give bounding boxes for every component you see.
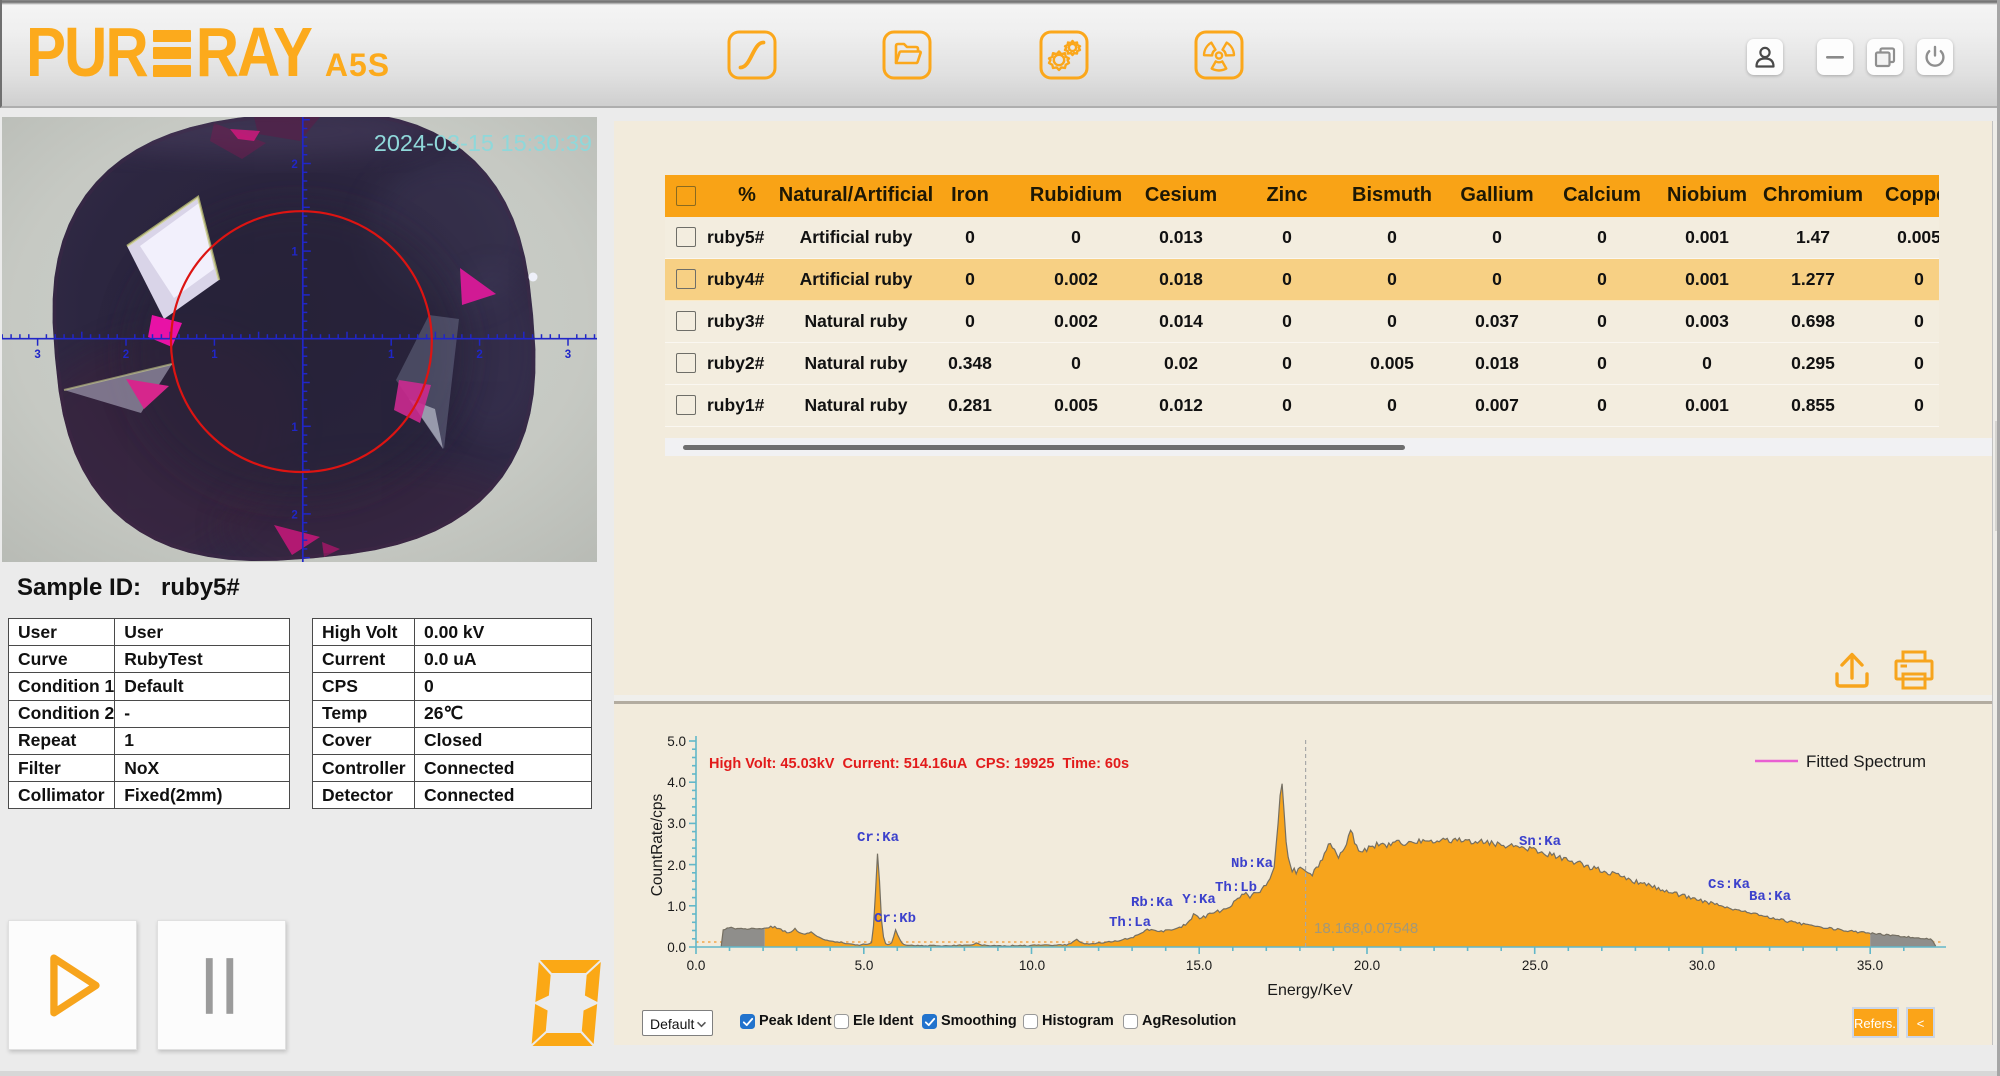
svg-text:2.0: 2.0	[667, 858, 686, 873]
svg-text:Ba:Ka: Ba:Ka	[1749, 889, 1792, 905]
svg-text:Th:La: Th:La	[1109, 915, 1152, 931]
svg-text:1.0: 1.0	[667, 899, 686, 914]
svg-text:Th:Lb: Th:Lb	[1215, 880, 1257, 896]
svg-text:20.0: 20.0	[1354, 958, 1380, 973]
svg-text:30.0: 30.0	[1689, 958, 1715, 973]
svg-text:2024-03-15 15:30:39: 2024-03-15 15:30:39	[374, 130, 592, 156]
svg-text:Cr:Kb: Cr:Kb	[874, 911, 916, 927]
svg-text:Energy/KeV: Energy/KeV	[1267, 982, 1353, 999]
svg-text:3.0: 3.0	[667, 816, 686, 831]
svg-text:35.0: 35.0	[1857, 958, 1883, 973]
svg-text:Fitted Spectrum: Fitted Spectrum	[1806, 752, 1926, 771]
svg-text:Y:Ka: Y:Ka	[1182, 892, 1216, 908]
svg-text:Cs:Ka: Cs:Ka	[1708, 877, 1751, 893]
svg-text:5.0: 5.0	[667, 734, 686, 749]
svg-text:3: 3	[565, 349, 571, 361]
svg-text:1: 1	[291, 422, 298, 434]
svg-text:10.0: 10.0	[1019, 958, 1045, 973]
svg-text:Cr:Ka: Cr:Ka	[857, 830, 900, 846]
svg-text:2: 2	[291, 509, 297, 521]
svg-text:1: 1	[388, 349, 395, 361]
svg-text:High Volt: 45.03kV Current: 5: High Volt: 45.03kV Current: 514.16uA CPS…	[709, 756, 1129, 772]
svg-text:25.0: 25.0	[1522, 958, 1548, 973]
svg-text:15.0: 15.0	[1186, 958, 1212, 973]
svg-text:0.0: 0.0	[687, 958, 706, 973]
svg-text:2: 2	[476, 349, 482, 361]
svg-text:CountRate/cps: CountRate/cps	[649, 793, 666, 896]
svg-text:Sn:Ka: Sn:Ka	[1519, 834, 1562, 850]
svg-text:5.0: 5.0	[855, 958, 874, 973]
svg-text:3: 3	[34, 349, 40, 361]
svg-text:2: 2	[291, 159, 297, 171]
svg-text:1: 1	[211, 349, 218, 361]
svg-text:18.168,0.07548: 18.168,0.07548	[1314, 920, 1418, 937]
svg-text:1: 1	[291, 247, 298, 259]
svg-text:2: 2	[123, 349, 129, 361]
svg-text:Rb:Ka: Rb:Ka	[1131, 895, 1174, 911]
svg-text:Nb:Ka: Nb:Ka	[1231, 856, 1274, 872]
svg-text:4.0: 4.0	[667, 775, 686, 790]
svg-text:0.0: 0.0	[667, 940, 686, 955]
